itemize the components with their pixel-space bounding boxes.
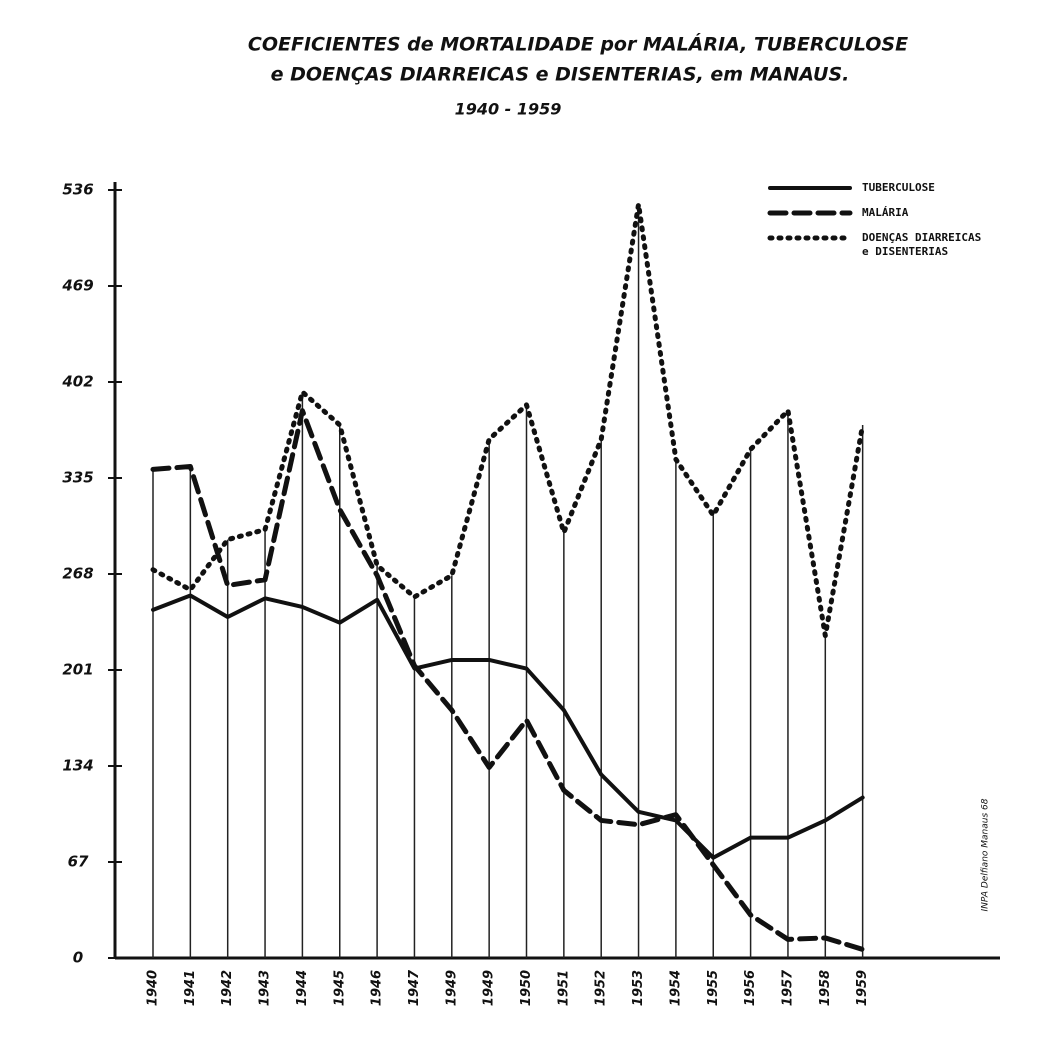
y-tick-label: 0 bbox=[73, 949, 83, 967]
chart-title: COEFICIENTES de MORTALIDADE por MALÁRIA,… bbox=[248, 33, 908, 56]
x-tick-label: 1949 bbox=[482, 970, 497, 1006]
x-tick-label: 1942 bbox=[220, 970, 235, 1006]
y-tick-label: 67 bbox=[68, 853, 89, 871]
x-tick-label: 1951 bbox=[556, 970, 571, 1006]
annotation: INPA Delfiano Manaus 68 bbox=[981, 798, 991, 911]
x-tick-label: 1956 bbox=[743, 970, 758, 1006]
y-tick-label: 469 bbox=[61, 277, 93, 295]
background bbox=[0, 0, 1055, 1041]
legend-label: MALÁRIA bbox=[862, 206, 909, 219]
chart-subtitle: 1940 - 1959 bbox=[455, 100, 562, 119]
x-tick-label: 1954 bbox=[668, 970, 683, 1006]
y-tick-label: 402 bbox=[61, 373, 93, 391]
y-tick-label: 536 bbox=[62, 181, 93, 199]
x-tick-label: 1958 bbox=[818, 970, 833, 1006]
x-tick-label: 1952 bbox=[594, 970, 609, 1006]
x-tick-label: 1944 bbox=[295, 970, 310, 1006]
x-tick-label: 1957 bbox=[780, 969, 795, 1006]
chart: COEFICIENTES de MORTALIDADE por MALÁRIA,… bbox=[0, 0, 1055, 1041]
y-tick-label: 335 bbox=[62, 469, 93, 487]
x-tick-label: 1955 bbox=[706, 970, 721, 1006]
x-tick-label: 1940 bbox=[146, 970, 161, 1006]
y-tick-label: 268 bbox=[62, 565, 93, 583]
x-tick-label: 1959 bbox=[855, 970, 870, 1006]
x-tick-label: 1943 bbox=[258, 970, 273, 1006]
x-tick-label: 1941 bbox=[183, 970, 198, 1006]
y-tick-label: 201 bbox=[62, 661, 93, 679]
x-tick-label: 1946 bbox=[370, 970, 385, 1006]
y-tick-label: 134 bbox=[62, 757, 93, 775]
chart-title-line2: e DOENÇAS DIARREICAS e DISENTERIAS, em M… bbox=[271, 64, 850, 86]
legend-label: TUBERCULOSE bbox=[862, 181, 935, 194]
x-tick-label: 1949 bbox=[444, 970, 459, 1006]
x-tick-label: 1950 bbox=[519, 970, 534, 1006]
x-tick-label: 1953 bbox=[631, 970, 646, 1006]
x-tick-label: 1947 bbox=[407, 969, 422, 1006]
x-tick-label: 1945 bbox=[332, 970, 347, 1006]
